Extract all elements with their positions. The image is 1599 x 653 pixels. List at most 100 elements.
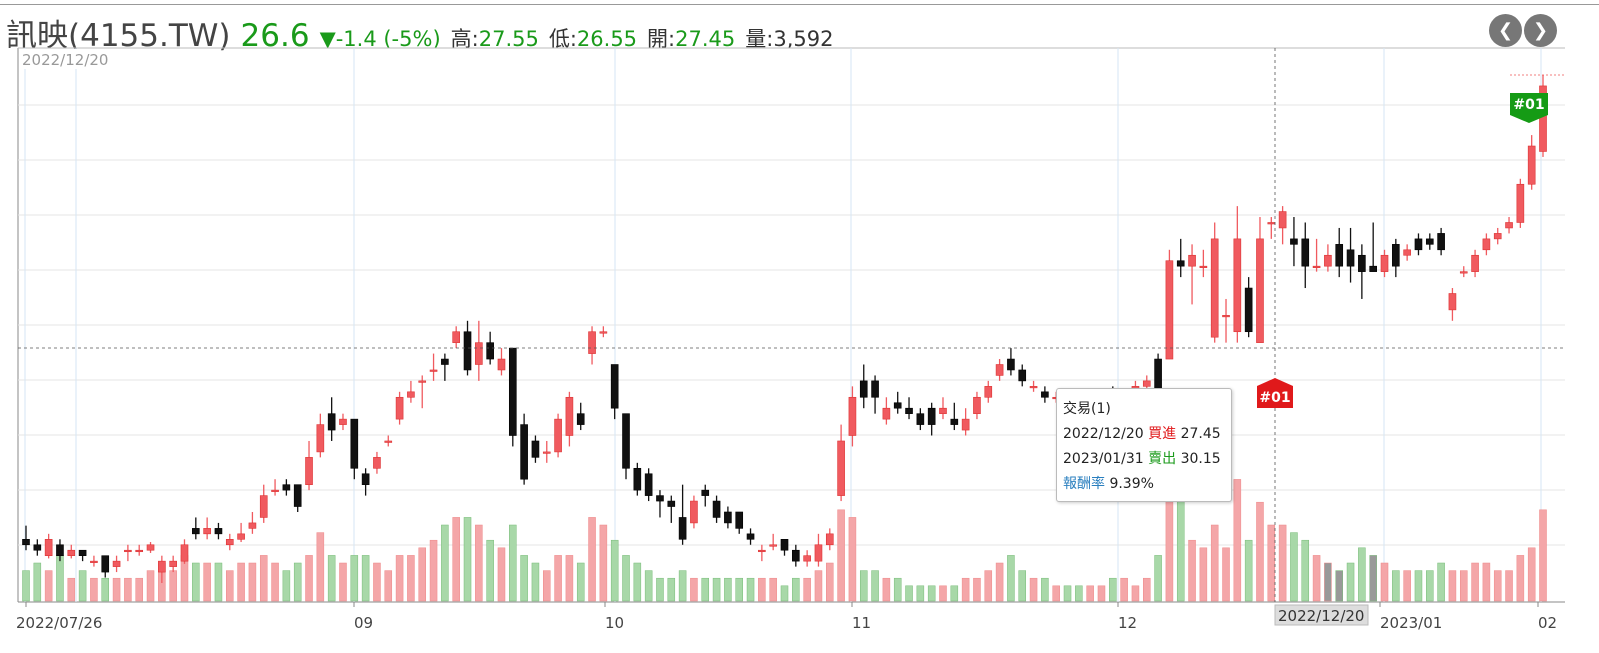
volume-bar	[848, 517, 857, 602]
candle-body	[758, 549, 766, 553]
candle-body	[237, 533, 245, 540]
volume-bar	[1459, 570, 1468, 602]
volume-bar	[554, 555, 562, 602]
volume-bar	[656, 577, 664, 602]
candle-body	[452, 331, 461, 343]
volume-bar	[746, 577, 755, 602]
volume-bar	[101, 577, 110, 602]
candle-body	[769, 544, 777, 547]
volume-bar	[1392, 570, 1400, 602]
volume-bar	[441, 524, 449, 602]
volume-bar	[633, 562, 642, 602]
candle-body	[1448, 293, 1457, 311]
candle-body	[67, 549, 76, 556]
candle-body	[1007, 358, 1015, 371]
candle-body	[1425, 238, 1434, 245]
volume-bar	[282, 570, 291, 602]
candle-body	[531, 440, 540, 458]
volume-bar	[1290, 532, 1298, 602]
chevron-left-icon[interactable]: ❮	[1489, 14, 1522, 47]
volume-bar	[622, 555, 630, 602]
candle-body	[780, 539, 789, 551]
volume-bar	[1086, 585, 1094, 602]
volume-bar	[667, 577, 676, 602]
volume-bar	[531, 562, 540, 602]
volume-bar	[486, 539, 494, 602]
candle-body	[1029, 386, 1038, 389]
x-tick-label: 10	[605, 614, 624, 632]
volume-bar	[927, 585, 936, 602]
low-value: 26.55	[576, 27, 638, 51]
candle-body	[1233, 238, 1242, 333]
candle-body	[984, 386, 993, 398]
volume-bar	[509, 524, 517, 602]
volume-bar	[497, 547, 506, 602]
volume-label: 量:	[745, 27, 774, 51]
crosshair-date-bg	[1274, 604, 1369, 626]
volume-bar	[463, 517, 472, 602]
candle-body	[1278, 211, 1287, 229]
chevron-right-icon[interactable]: ❯	[1524, 14, 1557, 47]
candle-body	[1346, 249, 1355, 267]
volume-bar	[146, 570, 155, 602]
volume-bar	[905, 585, 913, 602]
volume-bar	[44, 570, 53, 602]
candle-body	[814, 544, 823, 562]
candle-body	[1414, 238, 1423, 251]
candle-body	[373, 457, 381, 469]
volume-bar	[1222, 547, 1230, 602]
volume-bar	[384, 570, 393, 602]
candle-body	[203, 528, 211, 535]
volume-bar	[826, 562, 834, 602]
buy-marker-label: #01	[1259, 390, 1290, 406]
volume-bar	[452, 517, 460, 602]
candle-body	[746, 533, 755, 540]
candle-body	[1335, 244, 1344, 267]
volume-bar	[135, 577, 143, 602]
volume-bar	[1358, 547, 1366, 602]
volume-bar	[1131, 585, 1140, 602]
volume-bar	[1018, 570, 1026, 602]
candle-body	[1380, 254, 1389, 272]
candle-body	[735, 511, 744, 529]
volume-bar	[758, 577, 766, 602]
candle-body	[124, 549, 132, 553]
candle-body	[961, 418, 970, 431]
candle-body	[101, 555, 110, 573]
volume-bar	[803, 577, 811, 602]
candle-body	[1527, 145, 1536, 185]
volume-bar	[1165, 486, 1174, 602]
volume-bar	[1052, 585, 1060, 602]
volume-bar	[1437, 562, 1445, 602]
candle-body	[644, 473, 653, 496]
volume-bar	[543, 570, 551, 602]
x-tick-label: 09	[354, 614, 373, 632]
candle-body	[33, 544, 42, 551]
candle-body	[1505, 222, 1513, 229]
volume-bar	[305, 555, 313, 602]
candle-body	[701, 489, 710, 496]
volume-bar	[22, 570, 30, 602]
candle-body	[1358, 254, 1366, 272]
candle-body	[214, 528, 223, 535]
candle-body	[871, 380, 879, 398]
candle-body	[463, 331, 472, 371]
candle-body	[475, 342, 483, 365]
candle-body	[305, 457, 313, 485]
volume-bar	[226, 570, 234, 602]
candle-body	[803, 555, 811, 562]
volume-bar	[1176, 494, 1185, 602]
volume-bar	[588, 517, 596, 602]
candle-body	[916, 413, 925, 425]
volume-bar	[248, 562, 257, 602]
top-divider	[0, 4, 1599, 5]
volume-bar	[1414, 570, 1423, 602]
candle-body	[486, 342, 494, 360]
candle-body	[44, 539, 53, 556]
volume-bar	[916, 585, 925, 602]
volume-bar	[701, 577, 710, 602]
candle-body	[622, 413, 630, 469]
candle-body	[1188, 254, 1196, 267]
candle-body	[712, 500, 721, 518]
